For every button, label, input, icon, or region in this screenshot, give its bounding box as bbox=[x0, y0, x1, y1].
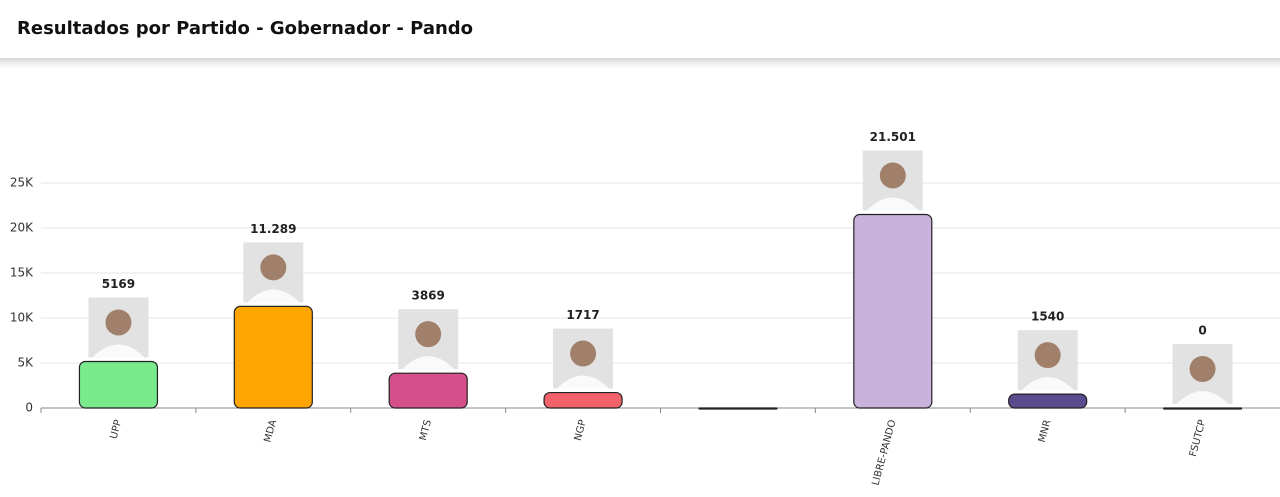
bar bbox=[698, 407, 778, 410]
y-tick-label: 0 bbox=[25, 401, 33, 415]
y-tick-label: 15K bbox=[10, 266, 34, 280]
photo-head bbox=[1189, 356, 1216, 382]
photo-head bbox=[570, 340, 597, 367]
candidate-photo bbox=[862, 150, 923, 211]
bar bbox=[1008, 393, 1088, 409]
bar bbox=[1162, 407, 1243, 410]
bar bbox=[853, 213, 933, 409]
bar bbox=[78, 360, 159, 409]
header-shadow bbox=[0, 58, 1280, 68]
value-label: 0 bbox=[1198, 324, 1206, 338]
bar bbox=[233, 305, 313, 409]
photo-body bbox=[866, 197, 919, 211]
chart-title: Resultados por Partido - Gobernador - Pa… bbox=[17, 18, 473, 39]
y-tick-label: 25K bbox=[10, 176, 34, 190]
photo-body bbox=[1176, 391, 1229, 404]
bar bbox=[388, 372, 468, 409]
photo-head bbox=[105, 309, 132, 336]
x-tick-label: NGP bbox=[573, 419, 589, 442]
candidate-photo bbox=[398, 309, 459, 370]
value-label: 11.289 bbox=[250, 222, 296, 236]
photo-head bbox=[879, 162, 906, 189]
photo-body bbox=[92, 344, 145, 358]
value-label: 1540 bbox=[1031, 310, 1064, 324]
candidate-photo bbox=[1172, 344, 1233, 404]
photo-body bbox=[1021, 377, 1074, 391]
photo-head bbox=[1034, 342, 1061, 369]
value-label: 21.501 bbox=[870, 130, 916, 144]
photo-head bbox=[260, 254, 287, 281]
photo-body bbox=[557, 375, 610, 389]
y-tick-label: 20K bbox=[10, 221, 34, 235]
x-tick-label: UPP bbox=[109, 419, 125, 441]
candidate-photo bbox=[243, 242, 304, 303]
photo-body bbox=[402, 356, 455, 370]
value-label: 5169 bbox=[102, 277, 135, 291]
x-tick-label: LIBRE-PANDO bbox=[871, 419, 899, 487]
candidate-photo bbox=[88, 297, 149, 358]
y-tick-label: 10K bbox=[10, 311, 34, 325]
y-tick-label: 5K bbox=[17, 356, 34, 370]
x-tick-label: MNR bbox=[1037, 419, 1054, 444]
value-label: 1717 bbox=[566, 308, 599, 322]
x-tick-label: FSUTCP bbox=[1188, 419, 1208, 458]
photo-head bbox=[415, 321, 442, 348]
bar bbox=[543, 391, 623, 409]
value-label: 3869 bbox=[411, 289, 444, 303]
x-tick-label: MTS bbox=[418, 419, 434, 442]
photo-body bbox=[247, 289, 300, 303]
candidate-photo bbox=[553, 328, 614, 389]
candidate-photo bbox=[1017, 330, 1078, 391]
x-tick-label: MDA bbox=[263, 419, 280, 444]
